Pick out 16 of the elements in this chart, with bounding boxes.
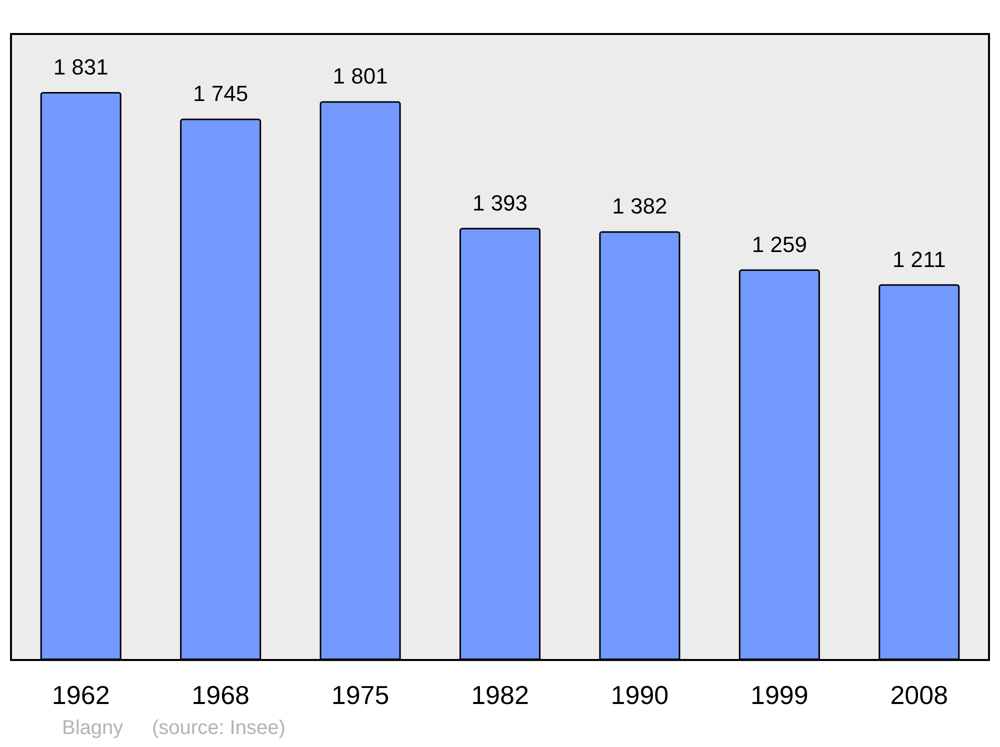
x-tick-label: 1975: [331, 680, 390, 710]
x-tick-label: 2008: [890, 680, 948, 710]
data-label: 1 211: [892, 246, 946, 272]
data-label: 1 801: [332, 64, 388, 89]
data-label: 1 831: [53, 54, 108, 80]
text: (source: Insee): [152, 717, 286, 739]
x-tick-label: 1999: [750, 680, 808, 710]
x-tick-label: 1968: [192, 680, 250, 710]
data-label: 1 382: [612, 194, 668, 219]
data-label: 1 745: [193, 81, 248, 106]
data-label: 1 393: [472, 190, 528, 216]
x-tick-label: 1990: [610, 680, 669, 710]
data-label: 1 259: [752, 232, 807, 257]
text: Blagny: [62, 717, 124, 739]
x-tick-label: 1962: [52, 680, 110, 710]
x-tick-label: 1982: [471, 680, 529, 710]
